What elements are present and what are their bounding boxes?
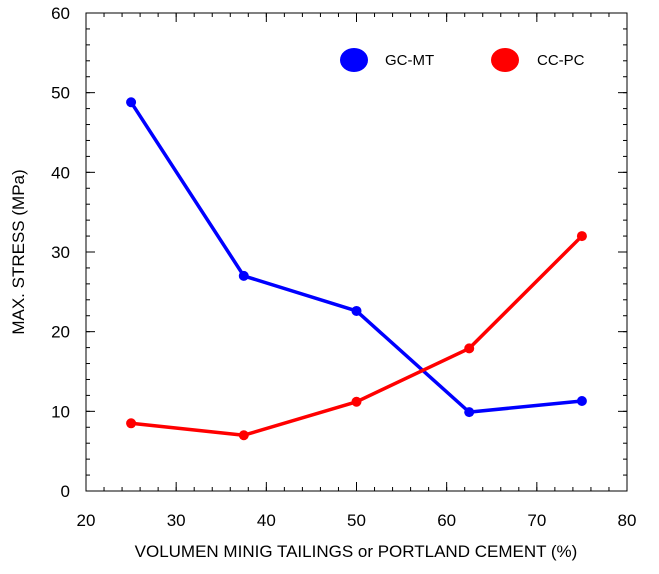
x-tick-label: 60	[437, 511, 456, 530]
data-point	[464, 343, 475, 354]
y-tick-label: 50	[51, 84, 70, 103]
x-tick-label: 80	[618, 511, 637, 530]
data-point	[464, 407, 475, 418]
y-tick-label: 20	[51, 323, 70, 342]
y-tick-label: 40	[51, 163, 70, 182]
y-axis-label: MAX. STRESS (MPa)	[9, 169, 28, 334]
y-tick-labels: 0 10 20 30 40 50 60	[51, 4, 70, 501]
x-tick-label: 20	[77, 511, 96, 530]
legend-entry: CC-PC	[491, 48, 585, 72]
y-tick-label: 0	[61, 482, 70, 501]
data-point	[351, 305, 362, 316]
series-gc-mt	[126, 97, 587, 418]
data-point	[126, 97, 137, 108]
y-tick-label: 10	[51, 402, 70, 421]
series-cc-pc	[126, 231, 587, 441]
x-tick-label: 30	[167, 511, 186, 530]
legend-label: CC-PC	[537, 52, 585, 69]
data-point	[351, 396, 362, 407]
y-tick-label: 30	[51, 243, 70, 262]
major-ticks	[85, 12, 628, 492]
data-point	[576, 231, 587, 242]
data-point	[238, 270, 249, 281]
x-tick-labels: 20 30 40 50 60 70 80	[77, 511, 637, 530]
data-point	[126, 418, 137, 429]
data-point	[238, 430, 249, 441]
minor-ticks	[85, 12, 628, 492]
data-point	[576, 395, 587, 406]
legend-entry: GC-MT	[340, 48, 434, 72]
legend-marker	[491, 48, 519, 72]
series-line	[129, 101, 583, 414]
series-layer	[126, 97, 587, 441]
legend: GC-MT CC-PC	[340, 48, 585, 72]
legend-label: GC-MT	[385, 52, 434, 69]
x-tick-label: 40	[257, 511, 276, 530]
x-tick-label: 50	[347, 511, 366, 530]
x-axis-label: VOLUMEN MINIG TAILINGS or PORTLAND CEMEN…	[135, 542, 578, 561]
y-tick-label: 60	[51, 4, 70, 23]
legend-marker	[340, 48, 368, 72]
plot-frame	[85, 12, 628, 492]
x-tick-label: 70	[527, 511, 546, 530]
